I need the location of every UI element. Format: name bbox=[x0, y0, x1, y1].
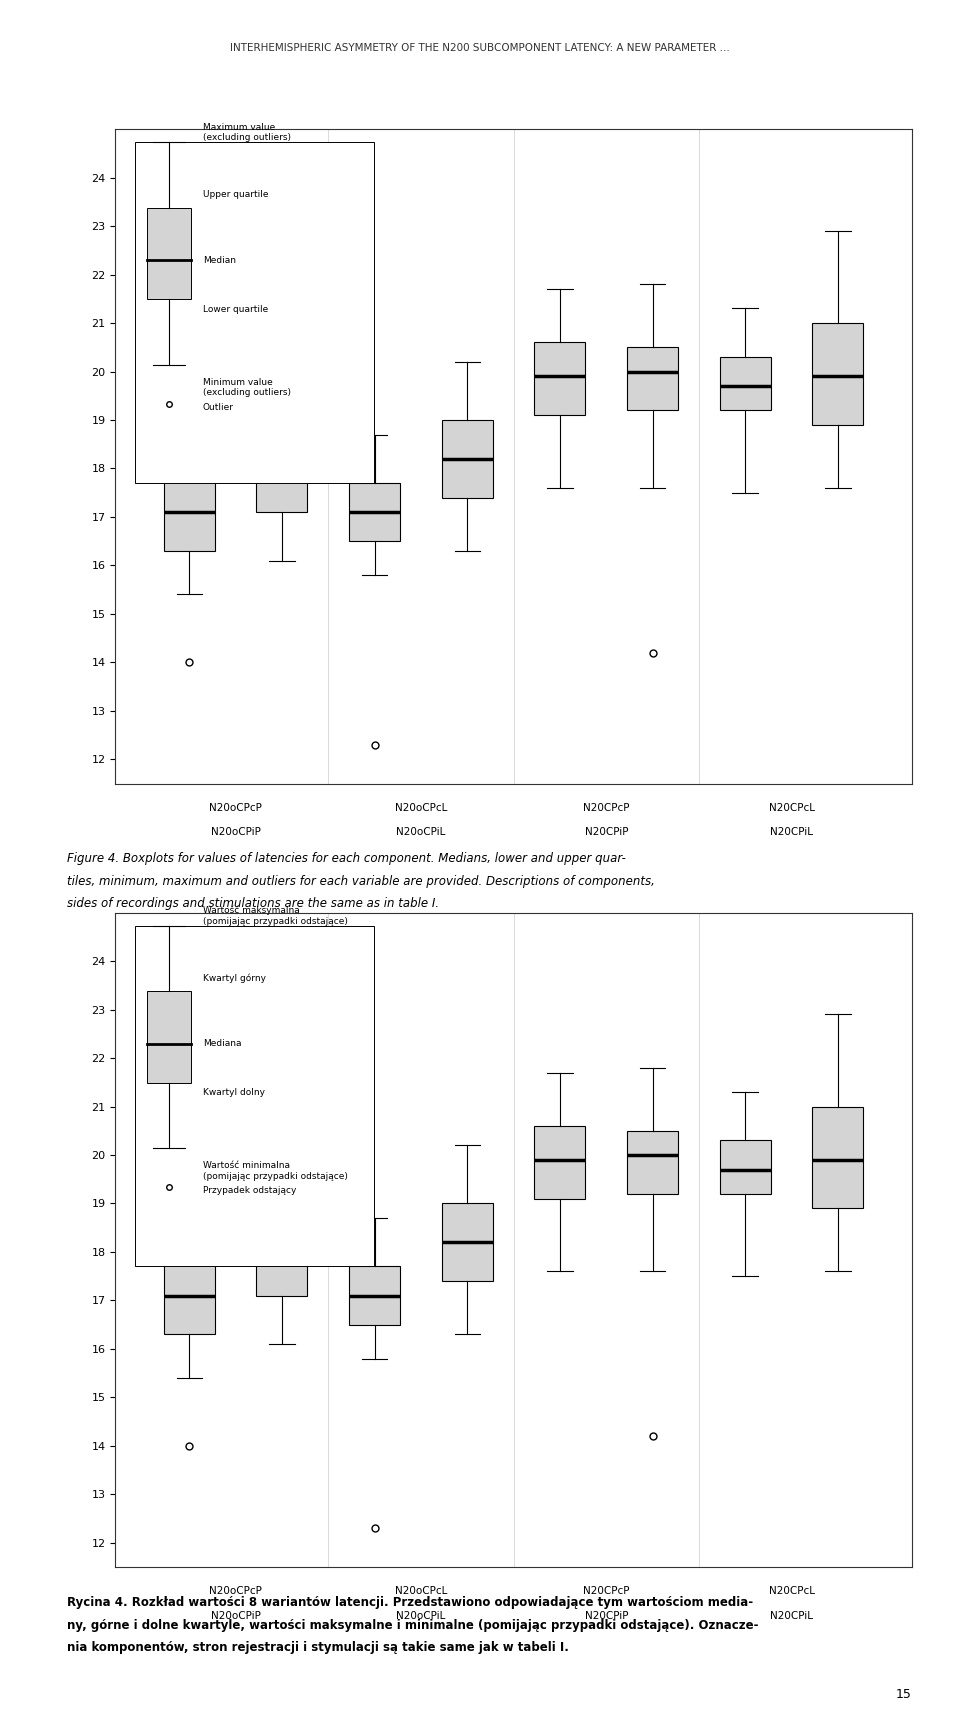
Text: N20CPcL: N20CPcL bbox=[769, 1586, 814, 1596]
Text: tiles, minimum, maximum and outliers for each variable are provided. Description: tiles, minimum, maximum and outliers for… bbox=[67, 875, 655, 889]
Text: N20oCPiP: N20oCPiP bbox=[210, 1610, 260, 1620]
PathPatch shape bbox=[627, 1131, 678, 1193]
Text: N20CPiP: N20CPiP bbox=[585, 827, 628, 837]
Text: N20oCPcL: N20oCPcL bbox=[395, 802, 447, 813]
Text: Rycina 4. Rozkład wartości 8 wariantów latencji. Przedstawiono odpowiadające tym: Rycina 4. Rozkład wartości 8 wariantów l… bbox=[67, 1596, 754, 1610]
PathPatch shape bbox=[256, 1214, 307, 1295]
Text: N20CPcP: N20CPcP bbox=[583, 1586, 630, 1596]
Text: Figure 4. Boxplots for values of latencies for each component. Medians, lower an: Figure 4. Boxplots for values of latenci… bbox=[67, 852, 626, 866]
Text: Minimum value
(excluding outliers): Minimum value (excluding outliers) bbox=[203, 377, 291, 398]
FancyBboxPatch shape bbox=[135, 143, 374, 482]
Text: N20oCPiL: N20oCPiL bbox=[396, 1610, 445, 1620]
Text: 15: 15 bbox=[896, 1688, 912, 1701]
PathPatch shape bbox=[256, 430, 307, 511]
Text: Maximum value
(excluding outliers): Maximum value (excluding outliers) bbox=[203, 122, 291, 143]
Text: ny, górne i dolne kwartyle, wartości maksymalne i minimalne (pomijając przypadki: ny, górne i dolne kwartyle, wartości mak… bbox=[67, 1619, 758, 1632]
Text: INTERHEMISPHERIC ASYMMETRY OF THE N200 SUBCOMPONENT LATENCY: A NEW PARAMETER ...: INTERHEMISPHERIC ASYMMETRY OF THE N200 S… bbox=[230, 43, 730, 53]
Text: N20oCPcP: N20oCPcP bbox=[209, 802, 262, 813]
Text: Przypadek odstający: Przypadek odstający bbox=[203, 1186, 297, 1195]
FancyBboxPatch shape bbox=[147, 208, 191, 300]
Text: N20oCPiL: N20oCPiL bbox=[396, 827, 445, 837]
Text: Kwartyl dolny: Kwartyl dolny bbox=[203, 1088, 265, 1097]
FancyBboxPatch shape bbox=[135, 926, 374, 1266]
PathPatch shape bbox=[164, 468, 215, 551]
Text: Mediana: Mediana bbox=[203, 1038, 241, 1049]
PathPatch shape bbox=[349, 1266, 400, 1324]
Text: N20oCPcL: N20oCPcL bbox=[395, 1586, 447, 1596]
Text: Kwartyl górny: Kwartyl górny bbox=[203, 973, 266, 983]
Text: N20CPiL: N20CPiL bbox=[770, 1610, 813, 1620]
Text: N20CPcL: N20CPcL bbox=[769, 802, 814, 813]
PathPatch shape bbox=[720, 356, 771, 410]
PathPatch shape bbox=[535, 343, 586, 415]
Text: N20CPcP: N20CPcP bbox=[583, 802, 630, 813]
PathPatch shape bbox=[627, 348, 678, 410]
Text: nia komponentów, stron rejestracji i stymulacji są takie same jak w tabeli I.: nia komponentów, stron rejestracji i sty… bbox=[67, 1641, 569, 1655]
PathPatch shape bbox=[349, 482, 400, 541]
Text: Wartość maksymalna
(pomijając przypadki odstające): Wartość maksymalna (pomijając przypadki … bbox=[203, 906, 348, 926]
Text: N20oCPiP: N20oCPiP bbox=[210, 827, 260, 837]
PathPatch shape bbox=[812, 1107, 863, 1209]
PathPatch shape bbox=[535, 1126, 586, 1199]
PathPatch shape bbox=[442, 1204, 492, 1281]
Text: Lower quartile: Lower quartile bbox=[203, 305, 268, 313]
PathPatch shape bbox=[812, 324, 863, 425]
Text: N20CPiP: N20CPiP bbox=[585, 1610, 628, 1620]
Text: Outlier: Outlier bbox=[203, 403, 234, 412]
Text: sides of recordings and stimulations are the same as in table I.: sides of recordings and stimulations are… bbox=[67, 897, 440, 911]
Text: Upper quartile: Upper quartile bbox=[203, 189, 269, 200]
PathPatch shape bbox=[164, 1252, 215, 1335]
PathPatch shape bbox=[720, 1140, 771, 1193]
FancyBboxPatch shape bbox=[147, 992, 191, 1083]
Text: N20CPiL: N20CPiL bbox=[770, 827, 813, 837]
Text: N20oCPcP: N20oCPcP bbox=[209, 1586, 262, 1596]
Text: Wartość minimalna
(pomijając przypadki odstające): Wartość minimalna (pomijając przypadki o… bbox=[203, 1161, 348, 1181]
PathPatch shape bbox=[442, 420, 492, 498]
Text: Median: Median bbox=[203, 255, 236, 265]
